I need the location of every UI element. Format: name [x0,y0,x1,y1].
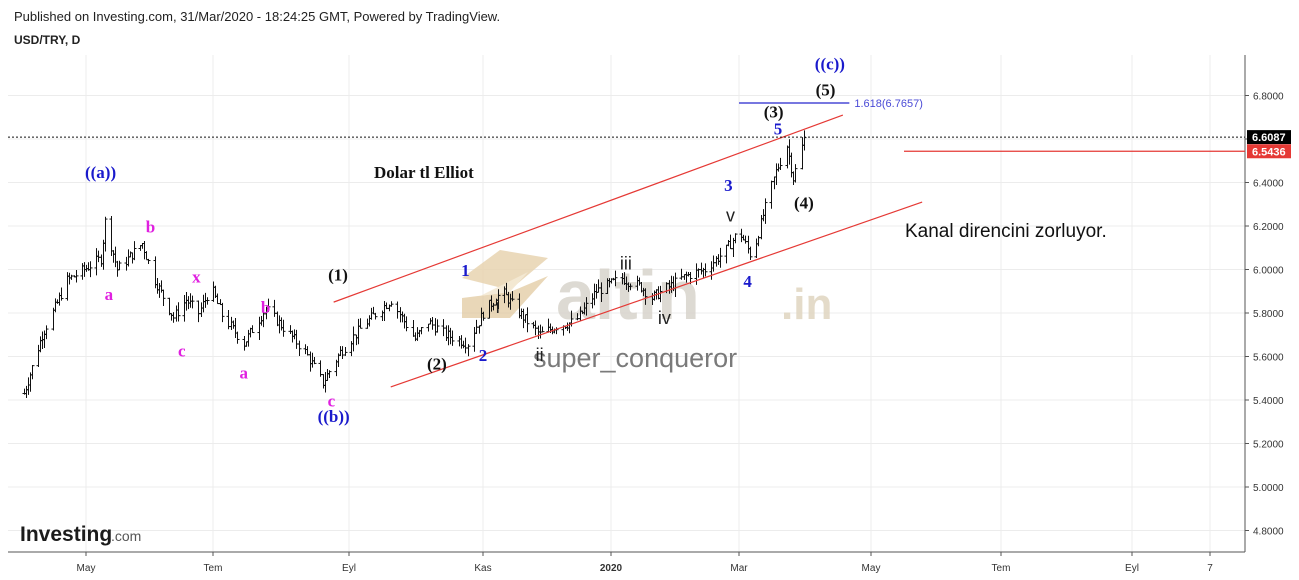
altin-logo-icon [462,250,548,318]
investing-logo: Investing .com [20,523,141,546]
wave-label: ((b)) [318,407,350,426]
wave-label: ((c)) [815,54,845,73]
x-tick-label: Kas [474,563,491,574]
wave-label: c [328,392,336,411]
wave-label: a [239,363,248,382]
annotation-text: Kanal direncini zorluyor. [905,221,1107,242]
channel-lower-line [390,201,923,388]
price-candles [22,130,807,398]
x-tick-label: Tem [992,563,1011,574]
x-tick-label: May [77,563,96,574]
wave-label: 5 [774,120,783,139]
x-tick-label: 2020 [600,563,623,574]
x-tick-label: May [862,563,881,574]
logo-suffix: .com [111,528,141,544]
elliott-wave-labels: ((a)) ((b)) ((c)) a b c x a b c (1) (2) (3) (4) (5) 1 2 3… [85,54,845,425]
chart-title: Dolar tl Elliot [374,163,474,182]
y-tick-label: 6.2000 [1253,222,1284,233]
wave-label: x [192,268,201,287]
wave-label: 2 [479,346,488,365]
wave-label: a [105,285,114,304]
fib-target-label: 1.618(6.7657) [854,98,923,110]
wave-label: ii [536,345,544,365]
x-axis: May Tem Eyl Kas 2020 Mar May Tem Eyl 7 [77,552,1213,574]
channel-upper-line [333,114,844,303]
chart-grid [8,55,1246,553]
y-tick-label: 5.6000 [1253,353,1284,364]
symbol-label: USD/TRY, D [14,33,81,47]
wave-label: (3) [764,102,784,121]
wave-label: ((a)) [85,163,116,182]
wave-label: b [146,218,155,237]
last-price-tag-text: 6.6087 [1252,132,1286,144]
resistance-price-tag-text: 6.5436 [1252,146,1286,158]
wave-label: c [178,342,186,361]
wave-label: (1) [328,265,348,284]
wave-label: (2) [427,355,447,374]
y-tick-label: 6.4000 [1253,179,1284,190]
y-axis: 4.8000 5.0000 5.2000 5.4000 5.6000 5.8000 6.00… [1245,92,1284,538]
logo-text: Investing [20,523,112,546]
wave-label: iv [658,308,671,328]
last-price-tag-bg [1247,130,1291,145]
altin-watermark: altin .in super_conqueror [462,250,832,373]
wave-label: 4 [743,272,752,291]
chart-overlays: 1.618(6.7657) [8,98,1245,388]
x-tick-label: Tem [204,563,223,574]
watermark-user: super_conqueror [533,343,737,373]
x-tick-label: 7 [1207,563,1213,574]
wave-label: (4) [794,194,814,213]
resistance-price-tag-bg [1247,144,1291,159]
x-tick-label: Eyl [342,563,356,574]
watermark-tld: .in [781,280,832,329]
wave-label: (5) [816,81,836,100]
y-tick-label: 5.4000 [1253,396,1284,407]
wave-label: b [261,298,270,317]
y-tick-label: 5.0000 [1253,483,1284,494]
y-tick-label: 4.8000 [1253,527,1284,538]
publish-info: Published on Investing.com, 31/Mar/2020 … [14,9,501,24]
y-tick-label: 5.8000 [1253,309,1284,320]
x-tick-label: Eyl [1125,563,1139,574]
x-tick-label: Mar [730,563,748,574]
wave-label: 3 [724,176,733,195]
y-tick-label: 6.8000 [1253,92,1284,103]
last-price-tag: 6.6087 [1247,130,1291,145]
resistance-price-tag: 6.5436 [1247,144,1291,159]
wave-label: v [726,206,735,226]
wave-label: iii [620,254,632,274]
price-tags: 6.6087 6.5436 [1247,130,1291,159]
y-tick-label: 5.2000 [1253,440,1284,451]
y-tick-label: 6.0000 [1253,266,1284,277]
wave-label: 1 [461,261,470,280]
wave-label: i [496,297,500,317]
